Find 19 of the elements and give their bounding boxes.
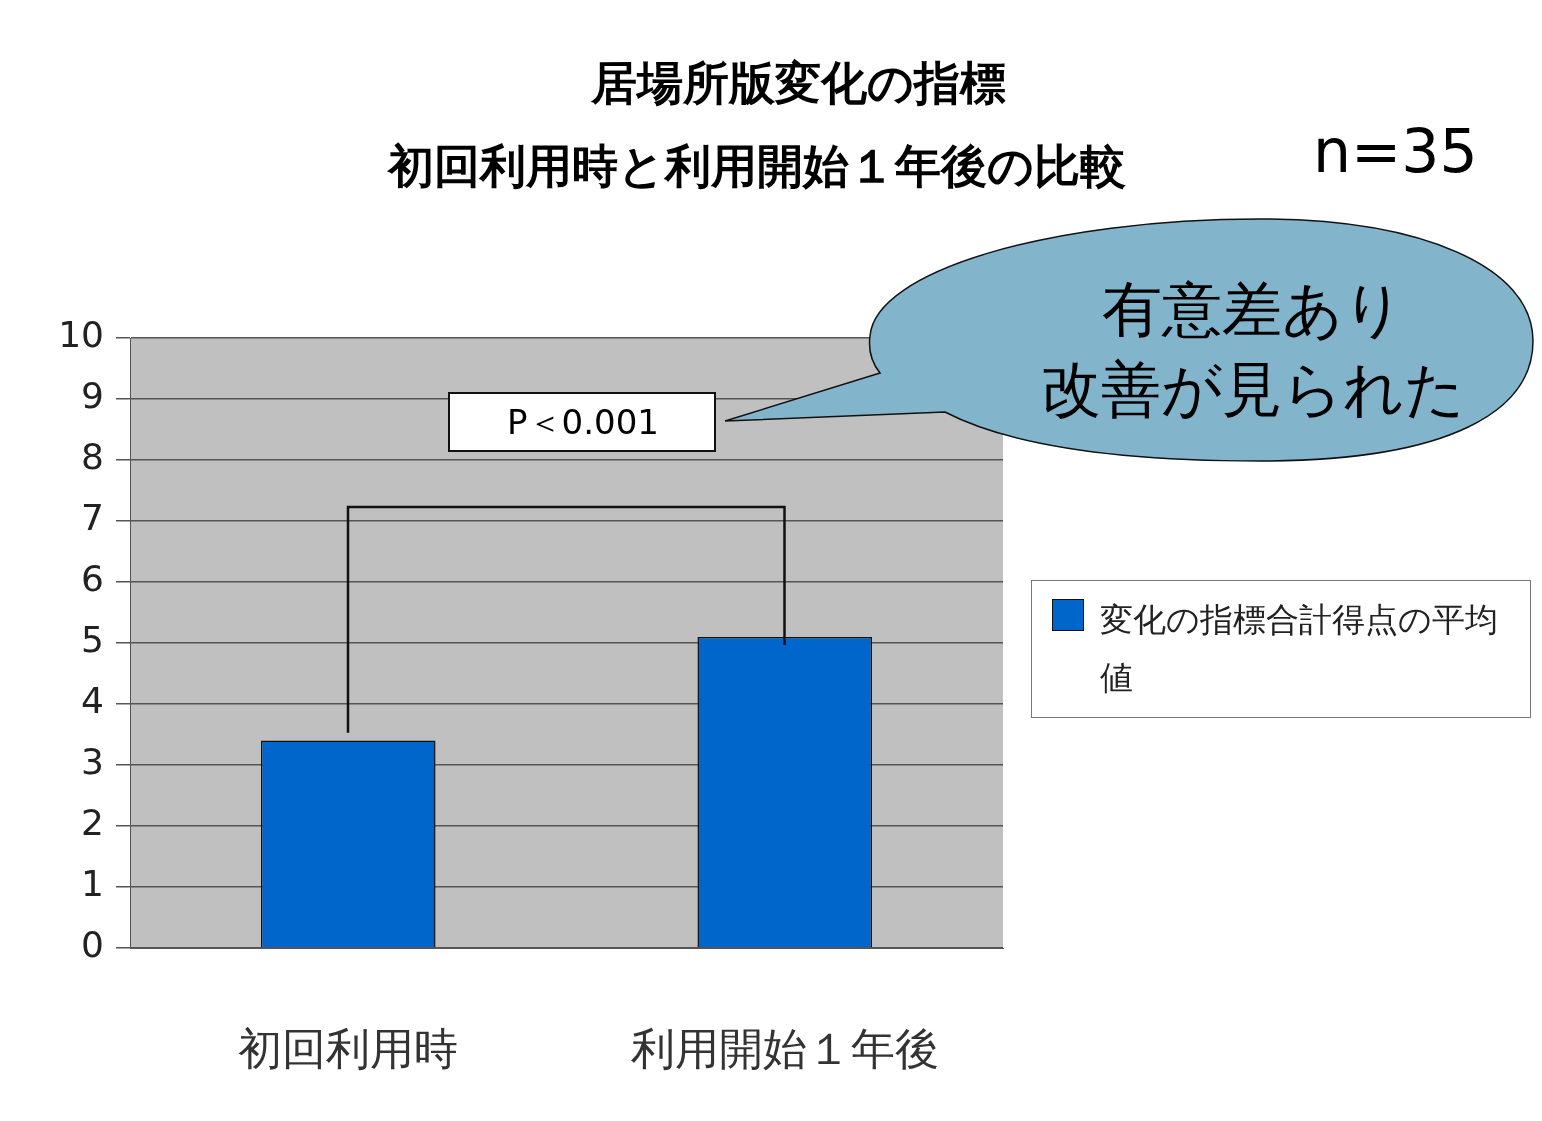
legend-label: 変化の指標合計得点の平均値: [1100, 599, 1499, 699]
y-tick-label: 9: [81, 375, 104, 417]
text: n=35: [1313, 116, 1478, 186]
y-tick-label: 6: [81, 558, 104, 600]
y-tick-label: 3: [81, 741, 104, 783]
y-tick-label: 8: [81, 436, 104, 478]
y-tick-label: 4: [81, 680, 104, 722]
y-tick-label: 7: [81, 497, 104, 539]
y-tick-label: 5: [81, 619, 104, 661]
y-tick-label: 0: [81, 924, 104, 966]
chart-subtitle: 初回利用時と利用開始１年後の比較: [388, 138, 1126, 195]
x-tick-label: 利用開始１年後: [630, 1022, 939, 1074]
x-tick-label: 初回利用時: [238, 1022, 459, 1074]
text: 改善が見られた: [1040, 353, 1466, 426]
y-tick-label: 1: [81, 863, 104, 905]
text: 有意差あり: [1101, 273, 1405, 346]
chart-title: 居場所版変化の指標: [589, 55, 1007, 112]
y-tick-label: 10: [58, 314, 104, 356]
y-tick-label: 2: [81, 802, 104, 844]
